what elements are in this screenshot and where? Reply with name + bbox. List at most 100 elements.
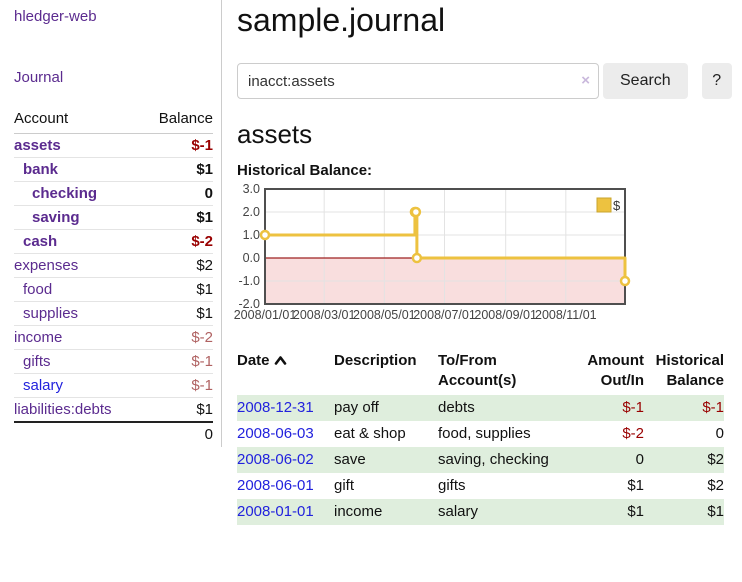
account-row: salary $-1 xyxy=(14,374,213,398)
account-row: assets $-1 xyxy=(14,134,213,158)
account-link-supplies[interactable]: supplies xyxy=(23,305,79,322)
account-balance: $1 xyxy=(196,161,213,178)
svg-text:0.0: 0.0 xyxy=(243,251,260,265)
transaction-amount: $1 xyxy=(627,477,644,494)
account-row: gifts $-1 xyxy=(14,350,213,374)
transaction-description: eat & shop xyxy=(334,425,406,442)
transaction-balance: 0 xyxy=(715,425,724,442)
page-title: sample.journal xyxy=(237,2,446,38)
main-content: sample.journal × Search ? assets Histori… xyxy=(222,0,742,525)
transaction-date-link[interactable]: 2008-06-01 xyxy=(237,477,314,494)
account-balance: $1 xyxy=(196,305,213,322)
register-row: 2008-06-03 eat & shop food, supplies $-2 0 xyxy=(237,421,724,447)
historical-balance-chart[interactable]: 3.0 2.0 1.0 0.0 -1.0 -2.0 2008/01/01 2008/03/01… xyxy=(234,182,735,335)
svg-text:2008/05/01: 2008/05/01 xyxy=(353,308,416,322)
svg-text:2008/01/01: 2008/01/01 xyxy=(234,308,297,322)
transaction-date-link[interactable]: 2008-01-01 xyxy=(237,503,314,520)
search-button[interactable]: Search xyxy=(603,63,688,99)
account-row: expenses $2 xyxy=(14,254,213,278)
clear-search-icon[interactable]: × xyxy=(581,72,590,89)
account-row: income $-2 xyxy=(14,326,213,350)
balance-column-header: Balance xyxy=(158,110,213,127)
transaction-amount: $1 xyxy=(627,503,644,520)
transaction-description: pay off xyxy=(334,399,379,416)
svg-text:2008/09/01: 2008/09/01 xyxy=(474,308,537,322)
svg-text:-1.0: -1.0 xyxy=(238,274,260,288)
chart-canvas[interactable]: 3.0 2.0 1.0 0.0 -1.0 -2.02008/01/012008/03/01… xyxy=(234,182,735,331)
chart-label: Historical Balance: xyxy=(237,162,373,179)
transaction-accounts: salary xyxy=(438,503,479,520)
transaction-balance: $-1 xyxy=(702,399,724,416)
svg-text:2008/07/01: 2008/07/01 xyxy=(413,308,476,322)
accounts-column-header: To/From Account(s) xyxy=(438,352,517,389)
account-link-cash[interactable]: cash xyxy=(23,233,58,250)
transaction-balance: $1 xyxy=(707,503,724,520)
transaction-date-link[interactable]: 2008-06-02 xyxy=(237,451,314,468)
account-balance: $1 xyxy=(196,209,213,226)
account-table-header: Account Balance xyxy=(14,106,213,134)
register-table: Date Description To/From Account(s) Amou… xyxy=(237,349,724,525)
account-balance: $-2 xyxy=(191,329,213,346)
account-row: saving $1 xyxy=(14,206,213,230)
account-rows: assets $-1 bank $1 checking 0 saving $1 cash $-2 e… xyxy=(14,134,213,421)
account-link-food[interactable]: food xyxy=(23,281,53,298)
account-column-header: Account xyxy=(14,110,69,127)
total-balance: 0 xyxy=(204,426,213,443)
account-balance-table: Account Balance assets $-1 bank $1 checking 0… xyxy=(14,106,213,446)
account-balance: $1 xyxy=(196,281,213,298)
svg-text:-2.0: -2.0 xyxy=(238,297,260,311)
account-link-saving[interactable]: saving xyxy=(32,209,80,226)
account-link-assets[interactable]: assets xyxy=(14,137,61,154)
account-link-checking[interactable]: checking xyxy=(32,185,98,202)
transaction-amount: 0 xyxy=(635,451,644,468)
search-input[interactable] xyxy=(237,63,599,99)
account-link-bank[interactable]: bank xyxy=(23,161,59,178)
date-column-header[interactable]: Date xyxy=(237,349,334,395)
search-bar: × Search ? xyxy=(237,63,735,99)
sidebar-item-journal[interactable]: Journal xyxy=(14,69,64,86)
svg-text:2.0: 2.0 xyxy=(243,205,260,219)
register-row: 2008-12-31 pay off debts $-1 $-1 xyxy=(237,395,724,421)
svg-text:3.0: 3.0 xyxy=(243,182,260,196)
balance-column-header-main: Historical Balance xyxy=(655,352,724,389)
account-link-expenses[interactable]: expenses xyxy=(14,257,79,274)
register-row: 2008-06-02 save saving, checking 0 $2 xyxy=(237,447,724,473)
transaction-accounts: saving, checking xyxy=(438,451,549,468)
svg-text:1.0: 1.0 xyxy=(243,228,260,242)
help-button[interactable]: ? xyxy=(701,63,732,99)
app-window: hledger-web Journal Account Balance asse… xyxy=(14,0,742,525)
account-row: liabilities:debts $1 xyxy=(14,398,213,421)
legend-swatch xyxy=(596,197,612,213)
account-row: bank $1 xyxy=(14,158,213,182)
account-link-salary[interactable]: salary xyxy=(23,377,64,394)
transaction-accounts: gifts xyxy=(438,477,466,494)
account-total-row: 0 xyxy=(14,421,213,446)
section-title: assets xyxy=(237,119,313,149)
account-row: supplies $1 xyxy=(14,302,213,326)
svg-text:2008/03/01: 2008/03/01 xyxy=(293,308,356,322)
transaction-description: income xyxy=(334,503,383,520)
transaction-date-link[interactable]: 2008-06-03 xyxy=(237,425,314,442)
transaction-description: gift xyxy=(334,477,355,494)
transaction-accounts: food, supplies xyxy=(438,425,531,442)
account-link-income[interactable]: income xyxy=(14,329,63,346)
transaction-balance: $2 xyxy=(707,451,724,468)
brand-link[interactable]: hledger-web xyxy=(14,8,97,25)
account-link-gifts[interactable]: gifts xyxy=(23,353,51,370)
amount-column-header: Amount Out/In xyxy=(587,352,644,389)
transaction-amount: $-1 xyxy=(622,399,644,416)
sort-ascending-icon xyxy=(274,351,287,371)
account-balance: $-1 xyxy=(191,377,213,394)
account-balance: $2 xyxy=(196,257,213,274)
transaction-date-link[interactable]: 2008-12-31 xyxy=(237,399,314,416)
register-row: 2008-06-01 gift gifts $1 $2 xyxy=(237,473,724,499)
account-balance: $1 xyxy=(196,401,213,418)
transaction-description: save xyxy=(334,451,366,468)
account-balance: $-1 xyxy=(191,353,213,370)
account-row: cash $-2 xyxy=(14,230,213,254)
account-link-liabilities-debts[interactable]: liabilities:debts xyxy=(14,401,112,418)
transaction-balance: $2 xyxy=(707,477,724,494)
description-column-header: Description xyxy=(334,352,417,369)
account-row: checking 0 xyxy=(14,182,213,206)
account-balance: 0 xyxy=(204,185,213,202)
